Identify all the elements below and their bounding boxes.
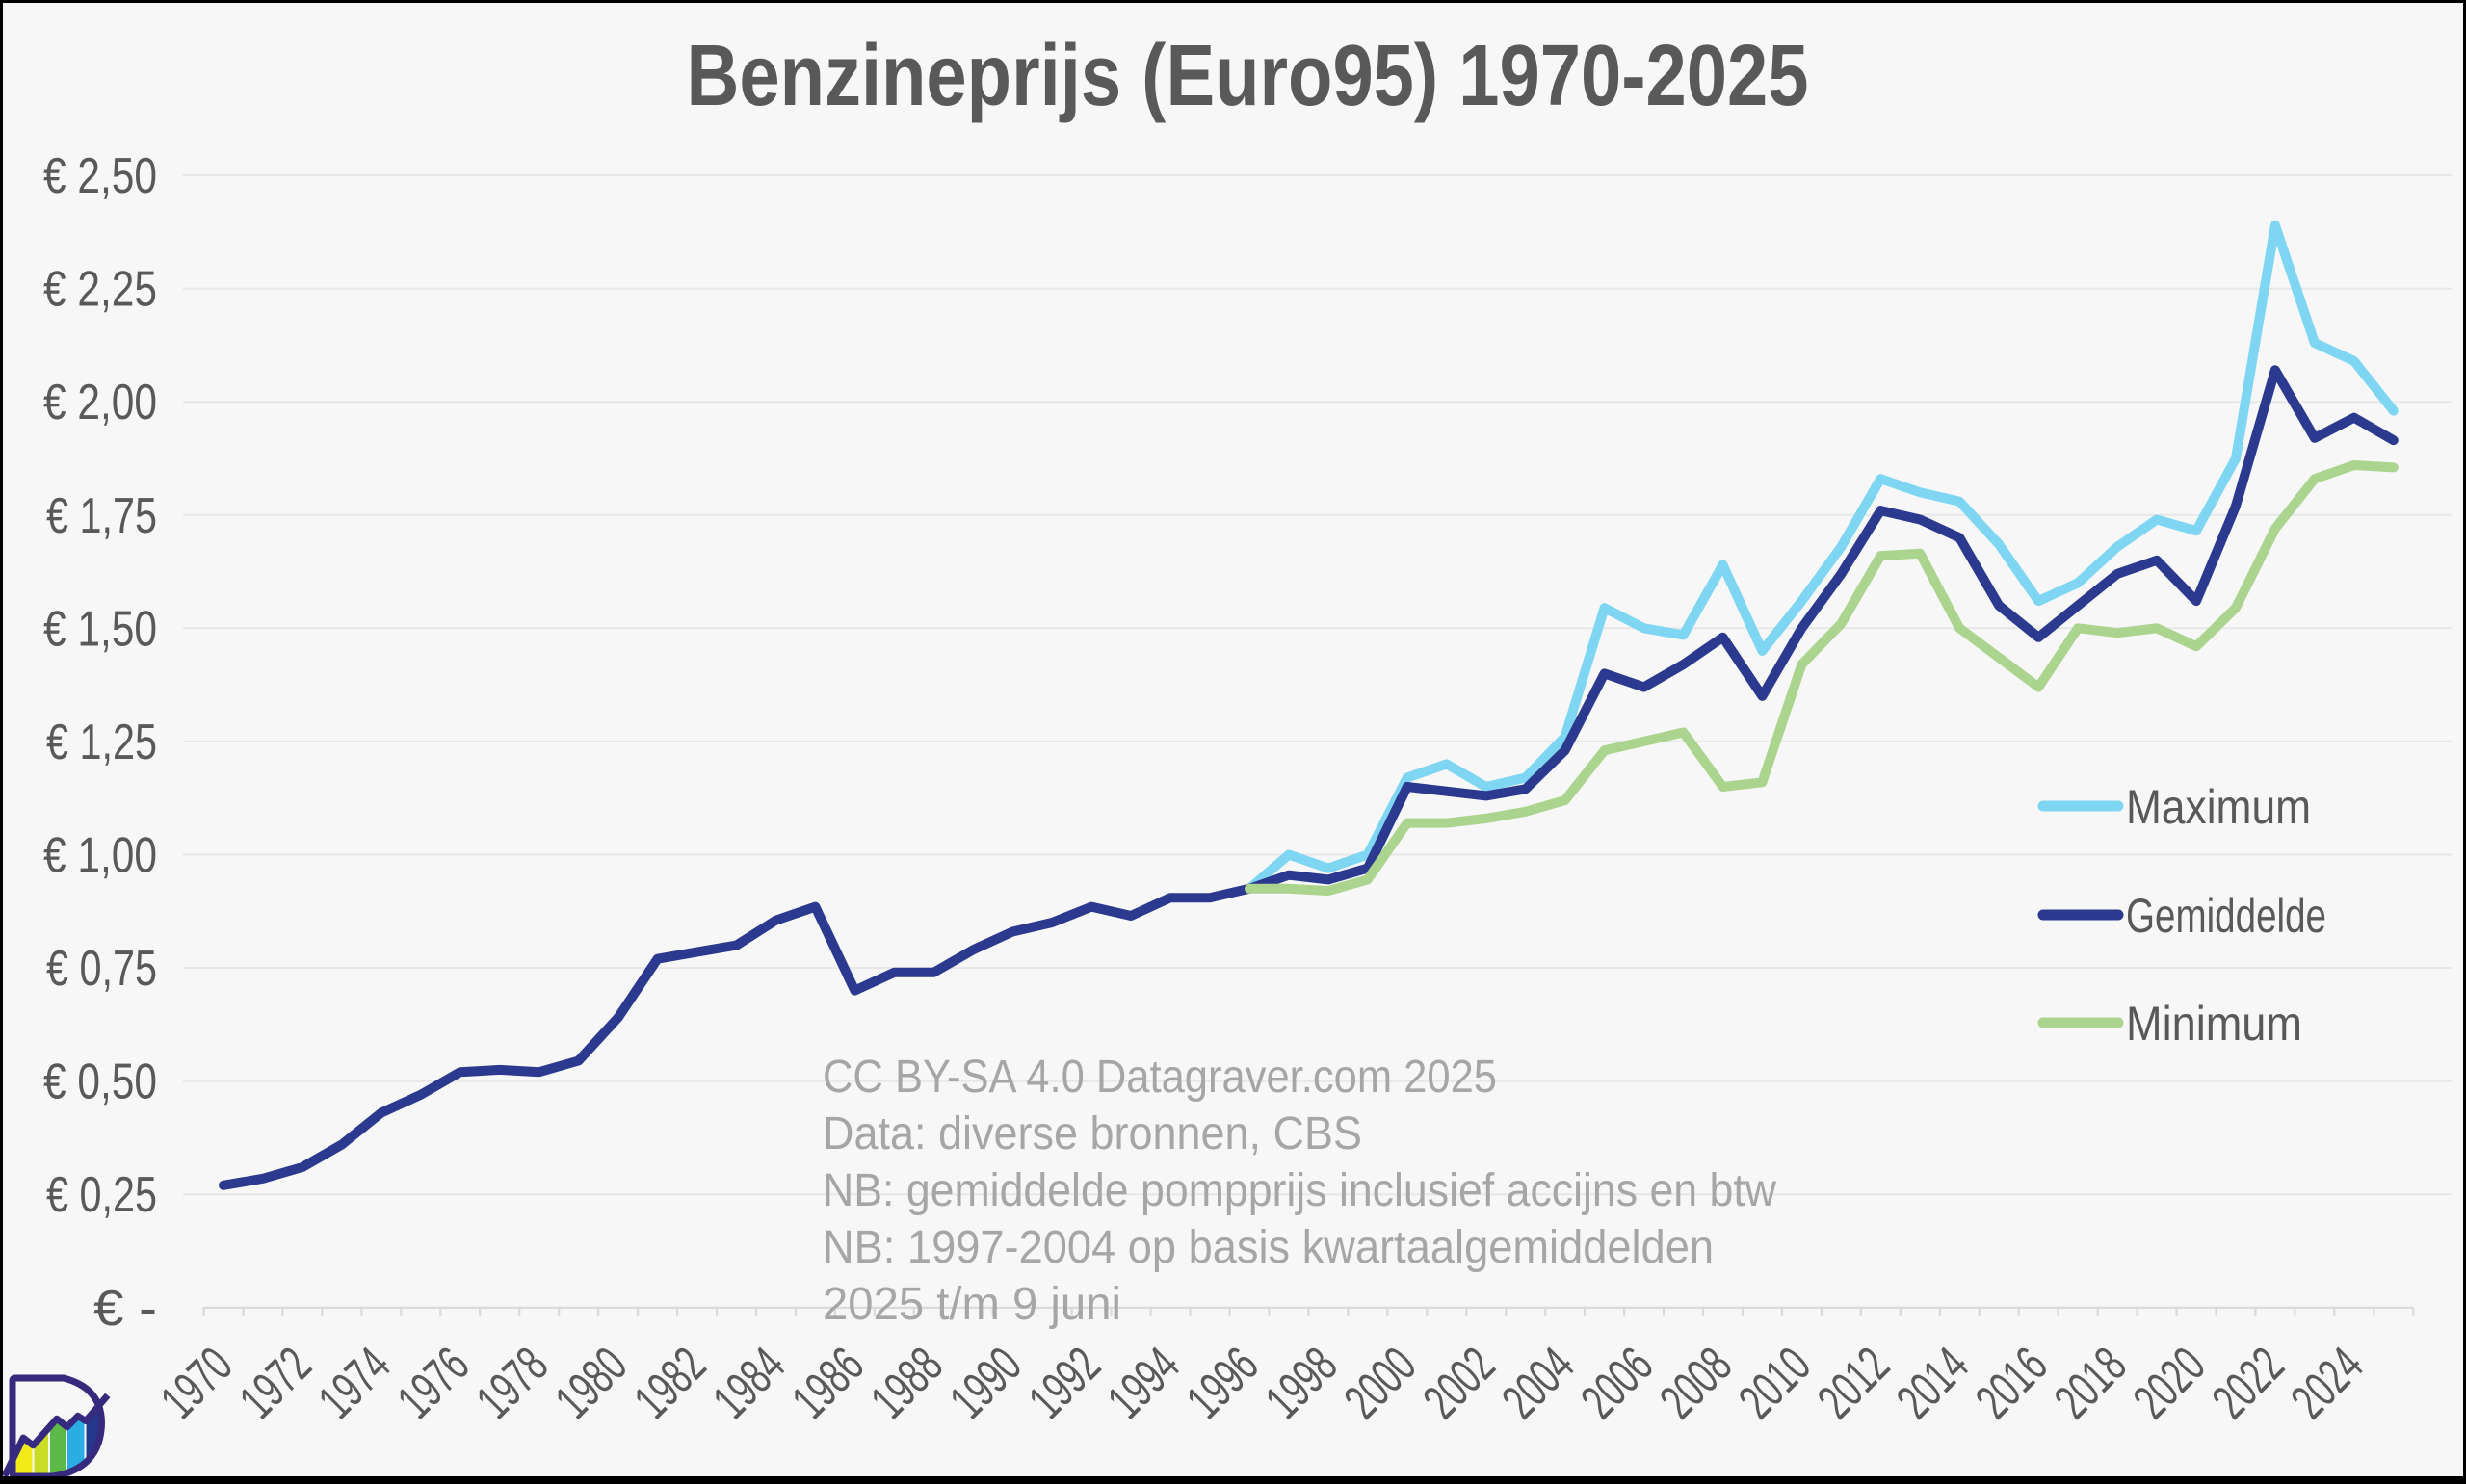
svg-text:Gemiddelde: Gemiddelde [2126, 889, 2326, 943]
svg-text:€ 0,75: € 0,75 [46, 941, 157, 997]
svg-text:2025 t/m 9 juni: 2025 t/m 9 juni [823, 1279, 1121, 1330]
svg-text:€ 2,25: € 2,25 [43, 262, 157, 318]
svg-text:NB: 1997-2004 op basis kwartaa: NB: 1997-2004 op basis kwartaalgemiddeld… [823, 1222, 1714, 1273]
svg-text:CC BY-SA 4.0 Datagraver.com 20: CC BY-SA 4.0 Datagraver.com 2025 [823, 1052, 1497, 1103]
svg-text:€ 1,25: € 1,25 [46, 715, 157, 770]
svg-text:€ 1,00: € 1,00 [43, 828, 157, 884]
svg-text:Maximum: Maximum [2126, 780, 2311, 834]
svg-text:Benzineprijs (Euro95) 1970-202: Benzineprijs (Euro95) 1970-2025 [687, 28, 1809, 124]
svg-text:€ 1,50: € 1,50 [43, 601, 157, 657]
svg-text:NB: gemiddelde pompprijs inclu: NB: gemiddelde pompprijs inclusief accij… [823, 1165, 1776, 1216]
svg-text:€ 1,75: € 1,75 [46, 488, 157, 544]
svg-text:€ 2,50: € 2,50 [43, 148, 157, 204]
svg-text:Minimum: Minimum [2126, 997, 2302, 1051]
svg-text:Data: diverse bronnen, CBS: Data: diverse bronnen, CBS [823, 1108, 1362, 1159]
svg-text:€ 0,50: € 0,50 [43, 1054, 157, 1110]
svg-text:€ 2,00: € 2,00 [43, 375, 157, 430]
svg-text:€ 0,25: € 0,25 [46, 1167, 157, 1223]
svg-text:€ -: € - [93, 1281, 157, 1337]
